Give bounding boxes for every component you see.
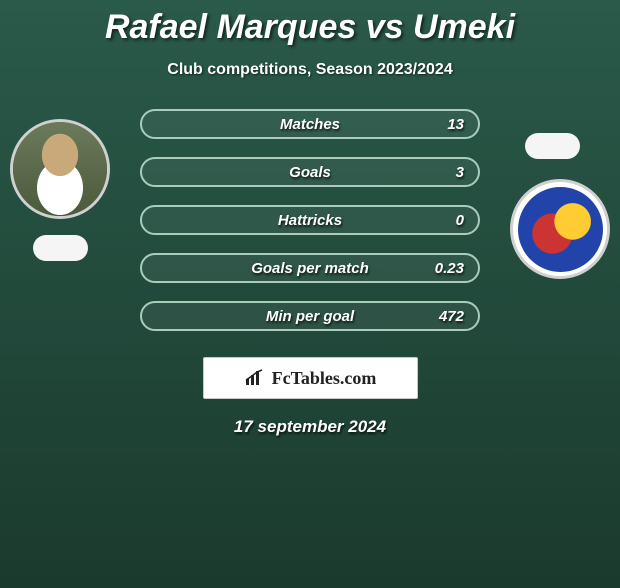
player-left-avatar (10, 119, 110, 219)
stat-value: 13 (447, 116, 464, 133)
stat-label: Hattricks (142, 212, 478, 229)
player-left (10, 119, 110, 261)
stats-list: Matches 13 Goals 3 Hattricks 0 Goals per… (140, 109, 480, 331)
subtitle: Club competitions, Season 2023/2024 (0, 61, 620, 79)
stat-value: 3 (456, 164, 464, 181)
brand-badge: FcTables.com (203, 357, 418, 399)
club-badge-icon (518, 187, 603, 272)
player-left-photo-placeholder (13, 122, 107, 216)
stat-row-matches: Matches 13 (140, 109, 480, 139)
brand-text: FcTables.com (272, 368, 377, 389)
player-right-flag-pill (525, 133, 580, 159)
player-right (510, 119, 610, 279)
player-left-flag-pill (33, 235, 88, 261)
stat-label: Goals (142, 164, 478, 181)
stat-row-hattricks: Hattricks 0 (140, 205, 480, 235)
stat-label: Min per goal (142, 308, 478, 325)
bar-chart-icon (244, 369, 266, 387)
stat-label: Matches (142, 116, 478, 133)
stat-label: Goals per match (142, 260, 478, 277)
stat-row-min-per-goal: Min per goal 472 (140, 301, 480, 331)
stat-row-goals: Goals 3 (140, 157, 480, 187)
player-right-badge (510, 179, 610, 279)
comparison-panel: Matches 13 Goals 3 Hattricks 0 Goals per… (0, 109, 620, 437)
stat-value: 472 (439, 308, 464, 325)
page-title: Rafael Marques vs Umeki (0, 8, 620, 47)
stat-value: 0 (456, 212, 464, 229)
stat-row-goals-per-match: Goals per match 0.23 (140, 253, 480, 283)
generated-date: 17 september 2024 (0, 417, 620, 437)
stat-value: 0.23 (435, 260, 464, 277)
